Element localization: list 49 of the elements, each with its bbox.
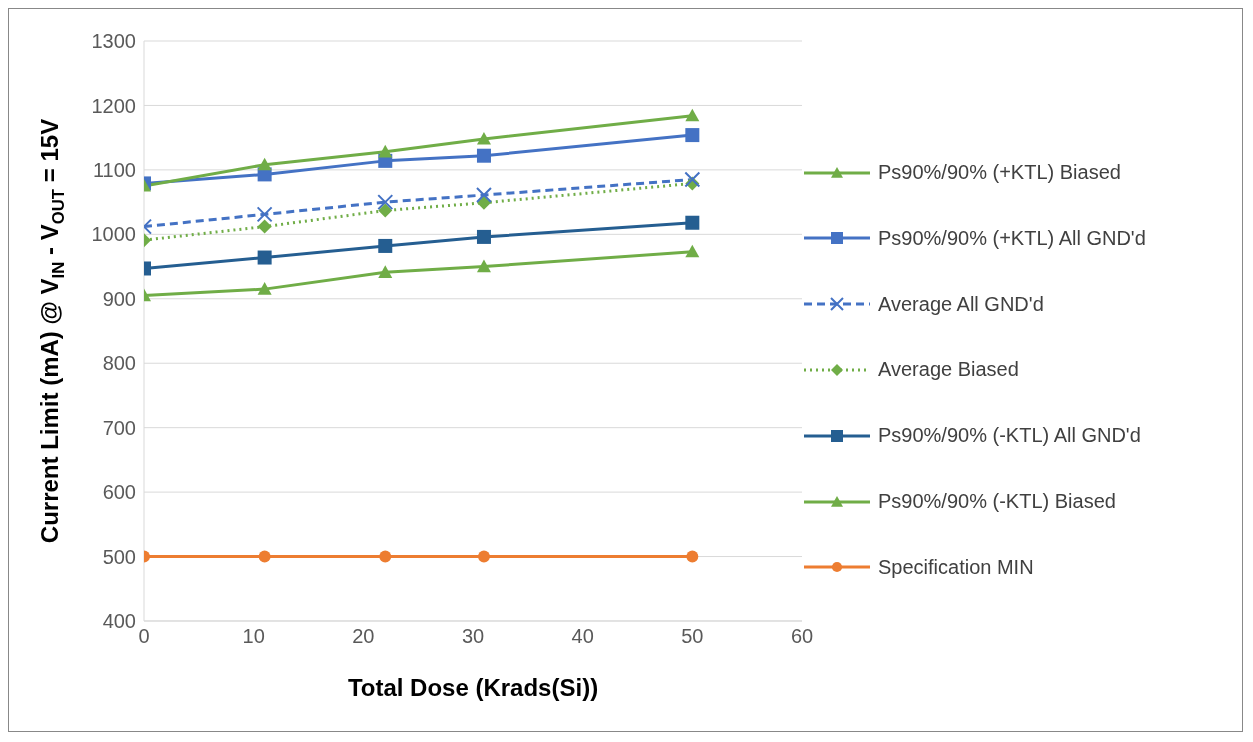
point [476,131,491,145]
y-tick-label: 600 [102,481,136,504]
y-tick-label: 400 [102,610,136,633]
point [378,238,393,253]
y-tick-label: 1000 [91,223,136,246]
legend-label: Ps90%/90% (-KTL) Biased [878,490,1116,514]
x-tick-label: 60 [790,625,814,648]
point [476,229,491,244]
y-tick-label: 1100 [92,158,136,181]
point [684,171,701,188]
point [257,219,272,234]
point [257,250,272,265]
legend-label: Ps90%/90% (-KTL) All GND'd [878,424,1141,448]
point [476,259,491,273]
x-axis-title: Total Dose (Krads(Si)) [347,674,599,701]
point [378,265,393,278]
y-tick-label: 700 [102,416,136,439]
point [378,203,393,218]
y-tick-label: 1300 [91,30,136,53]
point [257,282,272,295]
point [685,215,700,230]
point [685,244,700,258]
point [478,550,490,563]
y-tick-label: 900 [102,287,136,310]
point [686,550,699,563]
legend-label: Average All GND'd [878,292,1044,316]
point [379,550,392,563]
legend-label: Specification MIN [878,555,1034,579]
y-tick-label: 500 [102,545,136,568]
x-tick-label: 30 [461,625,485,648]
point [475,187,492,204]
y-tick-label: 800 [102,352,136,375]
point [257,157,272,171]
y-tick-label: 1200 [91,94,136,117]
x-tick-label: 20 [352,625,375,648]
point [258,550,271,563]
point [685,108,700,122]
x-tick-label: 40 [571,625,594,648]
x-tick-label: 50 [681,625,704,648]
legend-label: Average Biased [878,358,1019,382]
point [685,128,700,143]
point [256,206,273,223]
legend-label: Ps90%/90% (+KTL) Biased [878,161,1121,185]
x-tick-label: 0 [138,625,150,648]
x-tick-label: 10 [242,625,265,648]
legend-label: Ps90%/90% (+KTL) All GND'd [878,226,1146,250]
point [476,148,491,163]
point [377,194,394,211]
point [378,144,393,158]
